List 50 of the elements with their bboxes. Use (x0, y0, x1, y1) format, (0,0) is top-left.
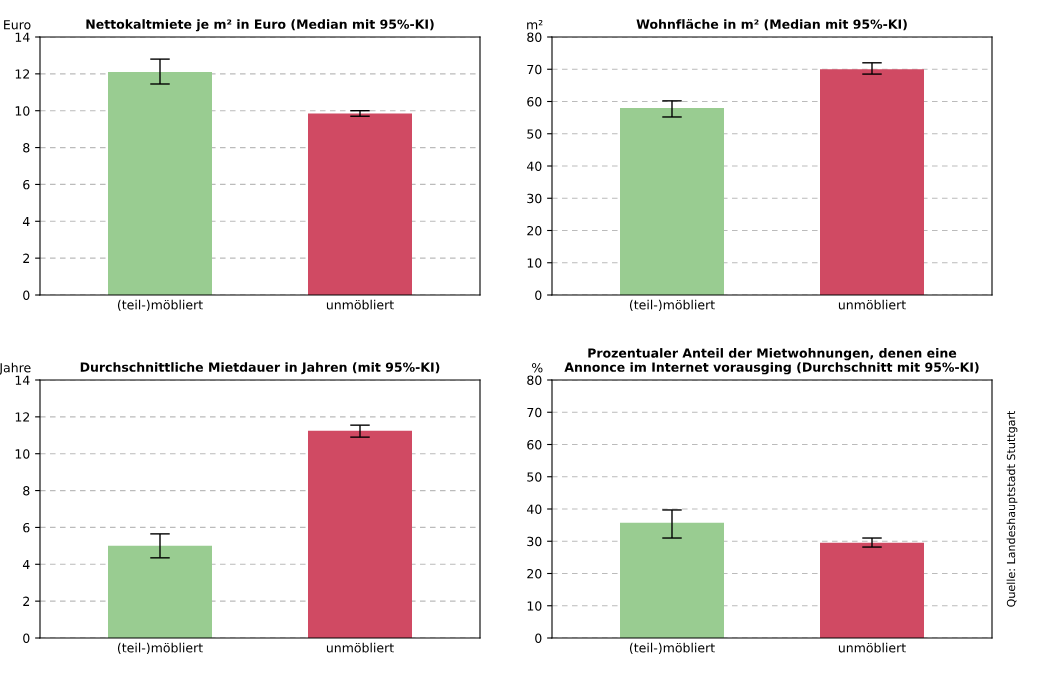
y-tick-label: 14 (15, 32, 30, 42)
y-tick-label: 10 (527, 601, 542, 611)
y-tick-label: 30 (527, 536, 542, 547)
chart-title: Nettokaltmiete je m² in Euro (Median mit 95%-KI) (86, 19, 434, 32)
y-tick-label: 0 (535, 633, 542, 643)
y-tick-label: 70 (527, 64, 542, 75)
y-tick-label: 12 (15, 69, 30, 79)
source-note: Quelle: Landeshauptstadt Stuttgart (1006, 410, 1018, 607)
y-axis-title: Euro (4, 20, 31, 30)
y-tick-label: 10 (15, 106, 30, 116)
y-tick-label: 0 (535, 290, 542, 300)
x-tick-label: (teil-)möbliert (629, 299, 715, 312)
y-tick-label: 80 (527, 32, 542, 42)
y-tick-label: 80 (527, 375, 542, 385)
y-axis-title: m² (527, 19, 543, 30)
y-tick-label: 50 (527, 129, 542, 139)
x-tick-label: unmöbliert (326, 642, 394, 653)
y-tick-label: 0 (23, 290, 30, 300)
y-tick-label: 40 (526, 504, 542, 514)
y-tick-label: 6 (23, 522, 30, 533)
x-tick-label: unmöbliert (838, 642, 906, 653)
x-tick-label: (teil-)möbliert (117, 299, 203, 312)
y-tick-label: 40 (526, 161, 542, 171)
y-tick-label: 50 (527, 472, 542, 482)
y-tick-label: 10 (15, 449, 30, 459)
x-tick-label: (teil-)möbliert (629, 642, 715, 655)
y-tick-label: 60 (527, 96, 542, 107)
chart-title: Wohnfläche in m² (Median mit 95%-KI) (636, 18, 907, 31)
y-tick-label: 8 (23, 143, 30, 153)
y-tick-label: 4 (22, 559, 30, 570)
chart-title: Prozentualer Anteil der Mietwohnungen, denen eine Annonce im Internet vorausging (Durchschnitt mit 95%-KI) (564, 348, 979, 375)
x-tick-label: unmöbliert (838, 299, 906, 310)
x-tick-label: (teil-)möbliert (117, 642, 203, 655)
y-tick-label: 14 (15, 375, 30, 385)
y-tick-label: 8 (23, 486, 30, 496)
y-tick-label: 6 (23, 179, 30, 190)
y-axis-title: % (532, 362, 543, 373)
y-tick-label: 2 (23, 596, 30, 606)
y-tick-label: 10 (527, 258, 542, 268)
y-tick-label: 0 (23, 633, 30, 643)
y-tick-label: 20 (527, 225, 542, 236)
y-tick-label: 70 (527, 407, 542, 418)
y-tick-label: 30 (527, 193, 542, 204)
y-tick-label: 4 (22, 216, 30, 227)
y-tick-label: 60 (527, 439, 542, 450)
y-tick-label: 12 (15, 412, 30, 422)
x-tick-label: unmöbliert (326, 299, 394, 310)
y-tick-label: 20 (527, 568, 542, 579)
y-tick-label: 2 (23, 253, 30, 263)
chart-title: Durchschnittliche Mietdauer in Jahren (mit 95%-KI) (80, 362, 440, 375)
